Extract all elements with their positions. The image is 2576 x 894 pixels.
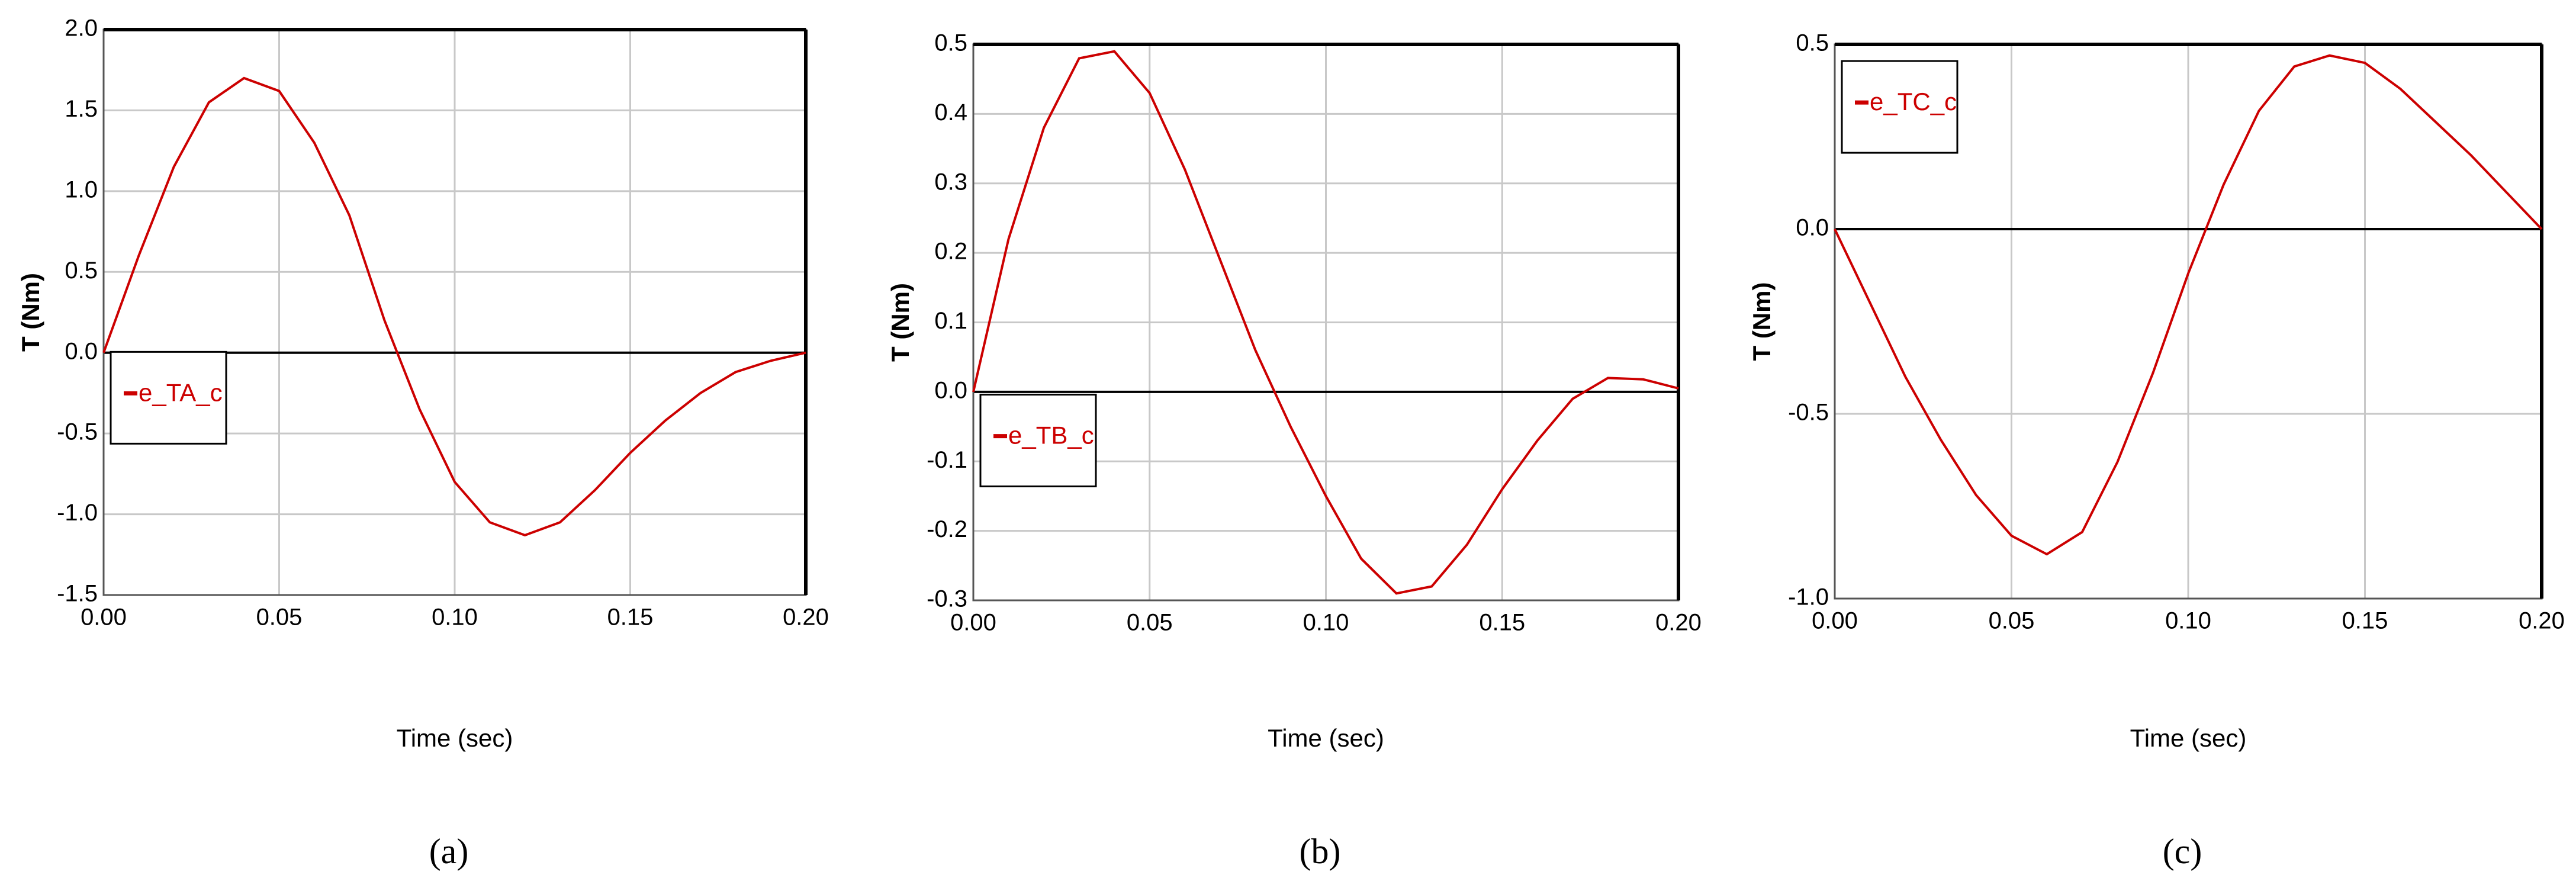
y-tick-label: -0.5 — [1788, 400, 1829, 426]
x-tick-label: 0.10 — [432, 604, 478, 631]
x-tick-label: 0.00 — [81, 604, 127, 631]
y-tick-label: 0.5 — [1796, 30, 1829, 56]
y-axis-label: T (Nm) — [17, 273, 44, 352]
y-tick-label: 1.0 — [65, 176, 98, 202]
legend-box — [979, 394, 1097, 488]
x-tick-label: 0.05 — [256, 604, 303, 631]
data-line — [972, 50, 1679, 595]
x-tick-label: 0.00 — [1812, 608, 1858, 634]
legend-box — [1841, 60, 1958, 154]
y-tick-label: 0.2 — [934, 239, 967, 265]
x-axis-label: Time (sec) — [397, 724, 513, 752]
y-tick-label: 0.0 — [65, 338, 98, 364]
y-axis-label: T (Nm) — [1748, 282, 1776, 361]
legend-label: e_TB_c — [1008, 422, 1094, 449]
legend-box — [110, 350, 227, 445]
caption: (c) — [2163, 832, 2202, 871]
x-tick-label: 0.15 — [2342, 608, 2388, 634]
y-tick-label: 1.5 — [65, 96, 98, 122]
caption: (a) — [429, 832, 469, 871]
data-line — [1834, 54, 2543, 556]
y-tick-label: 0.0 — [934, 377, 967, 403]
x-tick-label: 0.05 — [1127, 610, 1173, 636]
x-tick-label: 0.05 — [1989, 608, 2035, 634]
x-axis-label: Time (sec) — [2130, 724, 2247, 752]
y-tick-label: -1.5 — [57, 581, 98, 607]
y-tick-label: 0.0 — [1796, 215, 1829, 241]
x-tick-label: 0.10 — [2165, 608, 2211, 634]
x-tick-label: 0.20 — [1655, 610, 1702, 636]
y-tick-label: -0.5 — [57, 419, 98, 445]
y-tick-label: 0.1 — [934, 308, 967, 334]
y-tick-label: 0.3 — [934, 169, 967, 195]
legend-label: e_TA_c — [139, 378, 223, 406]
x-tick-label: 0.20 — [783, 604, 829, 631]
x-tick-label: 0.15 — [1479, 610, 1525, 636]
y-tick-label: -0.2 — [927, 516, 967, 542]
y-axis-label: T (Nm) — [886, 283, 914, 362]
y-tick-label: -0.1 — [927, 447, 967, 473]
x-tick-label: 0.00 — [950, 610, 996, 636]
y-tick-label: -1.0 — [57, 500, 98, 526]
y-tick-label: 2.0 — [65, 15, 98, 41]
x-axis-label: Time (sec) — [1268, 724, 1384, 752]
x-tick-label: 0.10 — [1303, 610, 1349, 636]
x-tick-label: 0.15 — [607, 604, 654, 631]
y-tick-label: -1.0 — [1788, 584, 1829, 610]
data-line — [102, 76, 806, 537]
caption: (b) — [1300, 832, 1341, 871]
x-tick-label: 0.20 — [2519, 608, 2565, 634]
y-tick-label: 0.5 — [934, 30, 967, 56]
legend-label: e_TC_c — [1870, 88, 1957, 115]
y-tick-label: -0.3 — [927, 586, 967, 612]
y-tick-label: 0.5 — [65, 258, 98, 284]
y-tick-label: 0.4 — [934, 99, 967, 126]
